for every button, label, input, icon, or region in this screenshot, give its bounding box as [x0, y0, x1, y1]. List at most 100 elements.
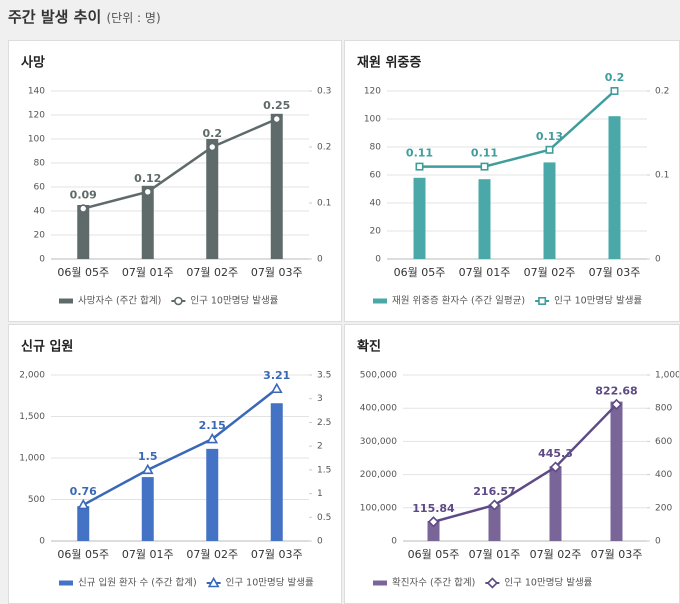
data-label: 0.25 [263, 99, 290, 112]
y-tick-label: 0 [39, 255, 45, 265]
bar [488, 504, 501, 541]
line [433, 403, 618, 523]
bar [270, 113, 283, 259]
x-tick-label: 07월 02주 [524, 266, 576, 279]
y2-tick-label: 0.2 [655, 87, 669, 97]
x-tick-label: 07월 03주 [251, 548, 303, 561]
line-marker [207, 142, 217, 152]
y-tick-label: 2,000 [19, 371, 45, 381]
legend-label: 인구 10만명당 발생률 [190, 296, 278, 307]
header-title: 주간 발생 추이 [8, 8, 102, 26]
y-tick-label: 80 [370, 143, 382, 153]
y2-tick-label: 0.2 [317, 143, 331, 153]
bar [478, 179, 491, 259]
y-tick-label: 120 [28, 111, 45, 121]
y2-tick-label: 2.5 [317, 418, 331, 428]
y2-tick-label: 0.1 [655, 171, 669, 181]
data-label: 3.21 [263, 369, 290, 382]
bar [206, 448, 219, 541]
y-tick-label: 20 [34, 231, 46, 241]
legend-label: 신규 입원 환자 수 (주간 합계) [78, 577, 197, 589]
y-tick-label: 100,000 [360, 503, 397, 513]
y-tick-label: 300,000 [360, 437, 397, 447]
x-tick-label: 07월 01주 [469, 548, 521, 561]
y-tick-label: 40 [34, 207, 46, 217]
chart-title: 신규 입원 [21, 340, 73, 355]
line-marker [143, 187, 153, 197]
line-marker [77, 498, 90, 510]
y-tick-label: 0 [391, 537, 397, 547]
data-label: 0.13 [536, 130, 563, 143]
x-tick-label: 07월 01주 [459, 266, 511, 279]
line-marker [415, 162, 424, 171]
y2-tick-label: 0 [655, 537, 661, 547]
y-tick-label: 80 [34, 159, 46, 169]
y-tick-label: 60 [34, 183, 46, 193]
legend-label: 인구 10만명당 발생률 [554, 296, 642, 307]
line-marker [610, 398, 623, 411]
y2-tick-label: 3 [317, 394, 323, 404]
line-marker [207, 576, 220, 588]
bar [141, 185, 154, 259]
bar [270, 403, 283, 541]
line-marker [174, 296, 183, 306]
y2-tick-label: 600 [655, 437, 672, 447]
bar [427, 521, 440, 541]
x-tick-label: 07월 03주 [589, 266, 641, 279]
y2-tick-label: 0.3 [317, 87, 331, 97]
x-tick-label: 07월 03주 [251, 266, 303, 279]
chart-panel: 신규 입원 0 500 1,000 1,500 2,000 0 0.5 1 1.5 2 2.5 3 3.5… [8, 324, 342, 604]
bar [77, 506, 90, 541]
chart-title: 사망 [21, 55, 45, 71]
y-tick-label: 400,000 [360, 404, 397, 414]
data-label: 115.84 [412, 502, 455, 515]
y-tick-label: 140 [28, 87, 45, 97]
line [419, 90, 616, 168]
header: 주간 발생 추이 (단위 : 명) [8, 6, 161, 27]
y2-tick-label: 0.5 [317, 513, 331, 523]
line-marker [545, 145, 554, 154]
y2-tick-label: 1 [317, 489, 323, 499]
y-tick-label: 0 [375, 255, 381, 265]
data-label: 0.2 [605, 71, 625, 84]
y-tick-label: 500,000 [360, 371, 397, 381]
y-tick-label: 120 [364, 87, 381, 97]
y-tick-label: 1,000 [19, 454, 45, 464]
legend-swatch [373, 298, 387, 304]
x-tick-label: 07월 03주 [591, 548, 643, 561]
line [82, 117, 278, 210]
line-marker [272, 114, 282, 124]
line-marker [549, 461, 562, 473]
data-label: 216.57 [473, 485, 515, 498]
y-tick-label: 100 [28, 135, 45, 145]
x-tick-label: 06월 05주 [57, 548, 109, 561]
x-tick-label: 07월 01주 [122, 548, 174, 561]
line-marker [270, 382, 283, 394]
y-tick-label: 40 [370, 199, 382, 209]
y-tick-label: 100 [364, 115, 381, 125]
legend-swatch [373, 580, 387, 586]
bar [206, 139, 219, 259]
y2-tick-label: 0 [655, 255, 661, 265]
x-tick-label: 06월 05주 [408, 548, 460, 561]
data-label: 2.15 [199, 419, 226, 432]
y2-tick-label: 400 [655, 470, 672, 480]
y2-tick-label: 200 [655, 503, 672, 513]
y2-tick-label: 2 [317, 442, 323, 452]
line-marker [427, 516, 440, 528]
line-marker [538, 296, 547, 305]
data-label: 445.3 [538, 447, 573, 460]
bar [413, 177, 426, 259]
data-label: 1.5 [138, 450, 158, 463]
y-tick-label: 200,000 [360, 470, 397, 480]
y2-tick-label: 0 [317, 537, 323, 547]
line-marker [78, 204, 88, 213]
chart-title: 재원 위중증 [357, 56, 421, 71]
line-marker [141, 463, 154, 475]
x-tick-label: 07월 02주 [530, 548, 582, 561]
data-label: 0.12 [134, 172, 161, 185]
bar [77, 205, 90, 259]
line-marker [486, 577, 499, 589]
line-marker [480, 162, 489, 171]
